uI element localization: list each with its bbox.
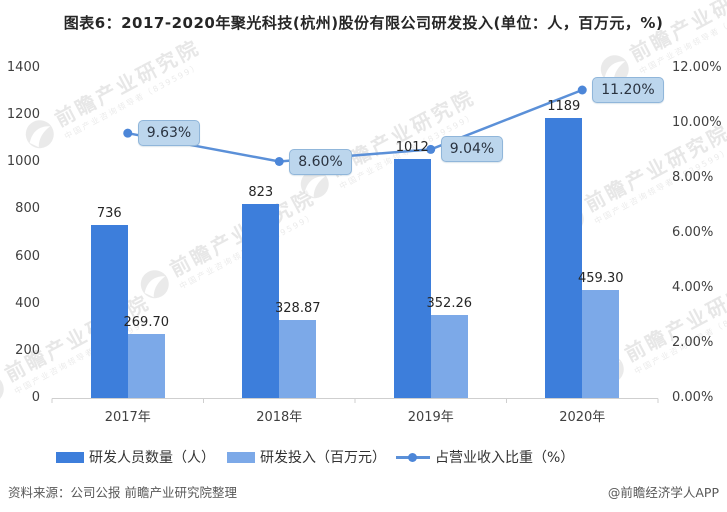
legend-item-headcount: 研发人员数量（人） xyxy=(56,446,215,468)
bar-headcount xyxy=(545,117,583,398)
bar-value-label: 328.87 xyxy=(275,301,321,317)
legend-swatch-dark-bar xyxy=(56,451,84,463)
legend-label: 占营业收入比重（%） xyxy=(435,450,575,466)
bar-value-label: 823 xyxy=(248,185,274,200)
bar-investment xyxy=(582,289,620,398)
y-axis-left-tick: 400 xyxy=(15,295,40,311)
line-plot xyxy=(51,85,659,403)
y-axis-right-tick: 8.00% xyxy=(672,170,714,185)
bar-value-label: 459.30 xyxy=(578,270,624,286)
y-axis-right-tick: 12.00% xyxy=(672,60,722,75)
app-credit: @前瞻经济学人APP xyxy=(607,485,719,500)
line-point-label: 9.04% xyxy=(440,136,504,163)
y-axis-left-tick: 600 xyxy=(15,248,40,264)
legend-swatch-line-marker xyxy=(396,452,430,463)
y-axis-left-tick: 200 xyxy=(15,342,40,358)
y-axis-left-tick: 1000 xyxy=(6,154,40,170)
line-marker xyxy=(123,128,133,138)
line-point-label: 9.63% xyxy=(137,120,201,147)
y-axis-right-tick: 0.00% xyxy=(672,390,714,405)
line-marker xyxy=(577,85,587,95)
x-axis-category-label: 2018年 xyxy=(256,410,303,425)
y-axis-left-tick: 800 xyxy=(15,201,40,217)
bar-investment xyxy=(279,320,317,398)
x-axis-category-label: 2019年 xyxy=(407,410,454,425)
legend-label: 研发投入（百万元） xyxy=(260,450,386,466)
bar-headcount xyxy=(242,204,280,398)
bar-investment xyxy=(127,334,165,398)
y-axis-right-tick: 6.00% xyxy=(672,225,714,240)
legend-label: 研发人员数量（人） xyxy=(89,450,215,466)
legend: 研发人员数量（人） 研发投入（百万元） 占营业收入比重（%） xyxy=(0,446,727,468)
legend-item-investment: 研发投入（百万元） xyxy=(227,446,386,468)
line-marker xyxy=(426,144,436,154)
line-revenue-share xyxy=(127,88,583,163)
x-axis-category-label: 2017年 xyxy=(104,410,151,425)
x-axis-line xyxy=(51,398,659,403)
bar-value-label: 736 xyxy=(96,205,122,221)
line-marker xyxy=(274,157,284,166)
y-axis-left-tick: 0 xyxy=(31,390,40,405)
y-axis-left-tick: 1400 xyxy=(6,60,40,75)
legend-swatch-light-bar xyxy=(227,451,255,463)
y-axis-left-tick: 1200 xyxy=(6,107,40,123)
line-point-label: 8.60% xyxy=(289,148,352,175)
x-axis-category-label: 2020年 xyxy=(559,410,606,425)
y-axis-right-tick: 4.00% xyxy=(672,280,714,295)
line-point-label: 11.20% xyxy=(592,77,664,103)
bar-value-label: 1012 xyxy=(395,140,429,156)
y-axis-right-tick: 2.00% xyxy=(672,335,714,350)
source-note: 资料来源：公司公报 前瞻产业研究院整理 xyxy=(8,485,237,500)
bar-value-label: 1189 xyxy=(547,98,581,114)
bar-value-label: 269.70 xyxy=(123,315,170,331)
legend-item-revenue-share: 占营业收入比重（%） xyxy=(396,446,574,468)
y-axis-right-tick: 10.00% xyxy=(672,115,722,130)
bar-value-label: 352.26 xyxy=(426,295,473,311)
bar-headcount xyxy=(393,159,431,398)
bar-headcount xyxy=(90,224,128,398)
chart-title: 图表6：2017-2020年聚光科技(杭州)股份有限公司研发投入(单位：人，百万… xyxy=(63,14,664,32)
bar-investment xyxy=(430,314,468,398)
